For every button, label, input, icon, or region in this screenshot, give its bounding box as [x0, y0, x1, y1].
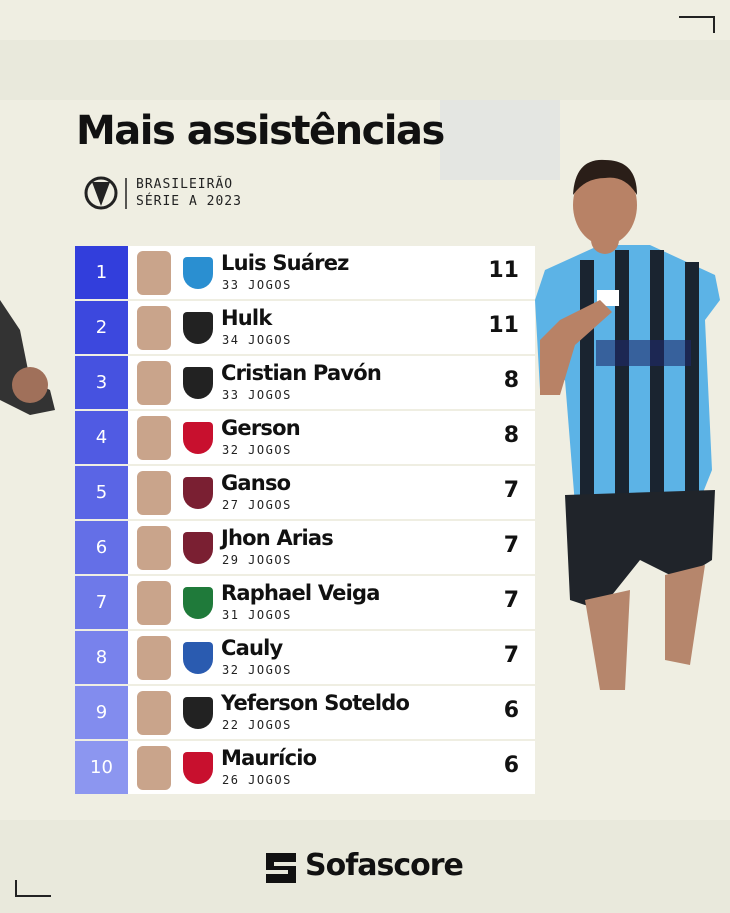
table-row: 4 Gerson 32 JOGOS 8	[75, 411, 535, 464]
club-crest	[183, 257, 213, 289]
assists: 11	[488, 258, 519, 283]
league-name: BRASILEIRÃO	[136, 177, 234, 192]
player-name: Hulk	[221, 306, 272, 330]
rank: 3	[75, 356, 128, 409]
rank: 6	[75, 521, 128, 574]
player-name: Ganso	[221, 471, 291, 495]
games-played: 32 JOGOS	[222, 443, 292, 457]
club-crest	[183, 697, 213, 729]
player-name: Luis Suárez	[221, 251, 349, 275]
club-crest	[183, 367, 213, 399]
title: Mais assistências	[76, 108, 445, 154]
table-row: 1 Luis Suárez 33 JOGOS 11	[75, 246, 535, 299]
games-played: 27 JOGOS	[222, 498, 292, 512]
player-photo	[137, 636, 171, 680]
rank: 10	[75, 741, 128, 794]
table-row: 5 Ganso 27 JOGOS 7	[75, 466, 535, 519]
rank: 1	[75, 246, 128, 299]
player-name: Cauly	[221, 636, 283, 660]
games-played: 29 JOGOS	[222, 553, 292, 567]
player-name: Raphael Veiga	[221, 581, 380, 605]
player-photo	[137, 251, 171, 295]
table-row: 9 Yeferson Soteldo 22 JOGOS 6	[75, 686, 535, 739]
player-photo	[137, 526, 171, 570]
club-crest	[183, 587, 213, 619]
games-played: 33 JOGOS	[222, 388, 292, 402]
rank: 7	[75, 576, 128, 629]
table-row: 6 Jhon Arias 29 JOGOS 7	[75, 521, 535, 574]
games-played: 32 JOGOS	[222, 663, 292, 677]
player-name: Jhon Arias	[221, 526, 334, 550]
player-name: Yeferson Soteldo	[221, 691, 410, 715]
table-row: 7 Raphael Veiga 31 JOGOS 7	[75, 576, 535, 629]
player-photo	[137, 306, 171, 350]
player-name: Gerson	[221, 416, 301, 440]
table-row: 10 Maurício 26 JOGOS 6	[75, 741, 535, 794]
club-crest	[183, 477, 213, 509]
club-crest	[183, 422, 213, 454]
games-played: 34 JOGOS	[222, 333, 292, 347]
assists: 7	[503, 478, 519, 503]
assists: 8	[503, 368, 519, 393]
rank: 8	[75, 631, 128, 684]
assists: 8	[503, 423, 519, 448]
assists: 6	[503, 753, 519, 778]
player-name: Cristian Pavón	[221, 361, 382, 385]
table-row: 2 Hulk 34 JOGOS 11	[75, 301, 535, 354]
rank: 4	[75, 411, 128, 464]
games-played: 26 JOGOS	[222, 773, 292, 787]
assists: 11	[488, 313, 519, 338]
player-photo	[137, 691, 171, 735]
rank: 5	[75, 466, 128, 519]
player-name: Maurício	[221, 746, 317, 770]
club-crest	[183, 752, 213, 784]
player-photo	[137, 471, 171, 515]
club-crest	[183, 642, 213, 674]
rank: 9	[75, 686, 128, 739]
league-season: SÉRIE A 2023	[136, 194, 242, 209]
games-played: 22 JOGOS	[222, 718, 292, 732]
club-crest	[183, 532, 213, 564]
rank: 2	[75, 301, 128, 354]
table-row: 3 Cristian Pavón 33 JOGOS 8	[75, 356, 535, 409]
assists: 7	[503, 533, 519, 558]
player-photo	[137, 361, 171, 405]
player-photo	[137, 416, 171, 460]
games-played: 31 JOGOS	[222, 608, 292, 622]
player-photo	[137, 581, 171, 625]
club-crest	[183, 312, 213, 344]
brand: Sofascore	[305, 848, 464, 883]
table-row: 8 Cauly 32 JOGOS 7	[75, 631, 535, 684]
assists: 7	[503, 588, 519, 613]
assists: 6	[503, 698, 519, 723]
assists: 7	[503, 643, 519, 668]
player-photo	[137, 746, 171, 790]
games-played: 33 JOGOS	[222, 278, 292, 292]
